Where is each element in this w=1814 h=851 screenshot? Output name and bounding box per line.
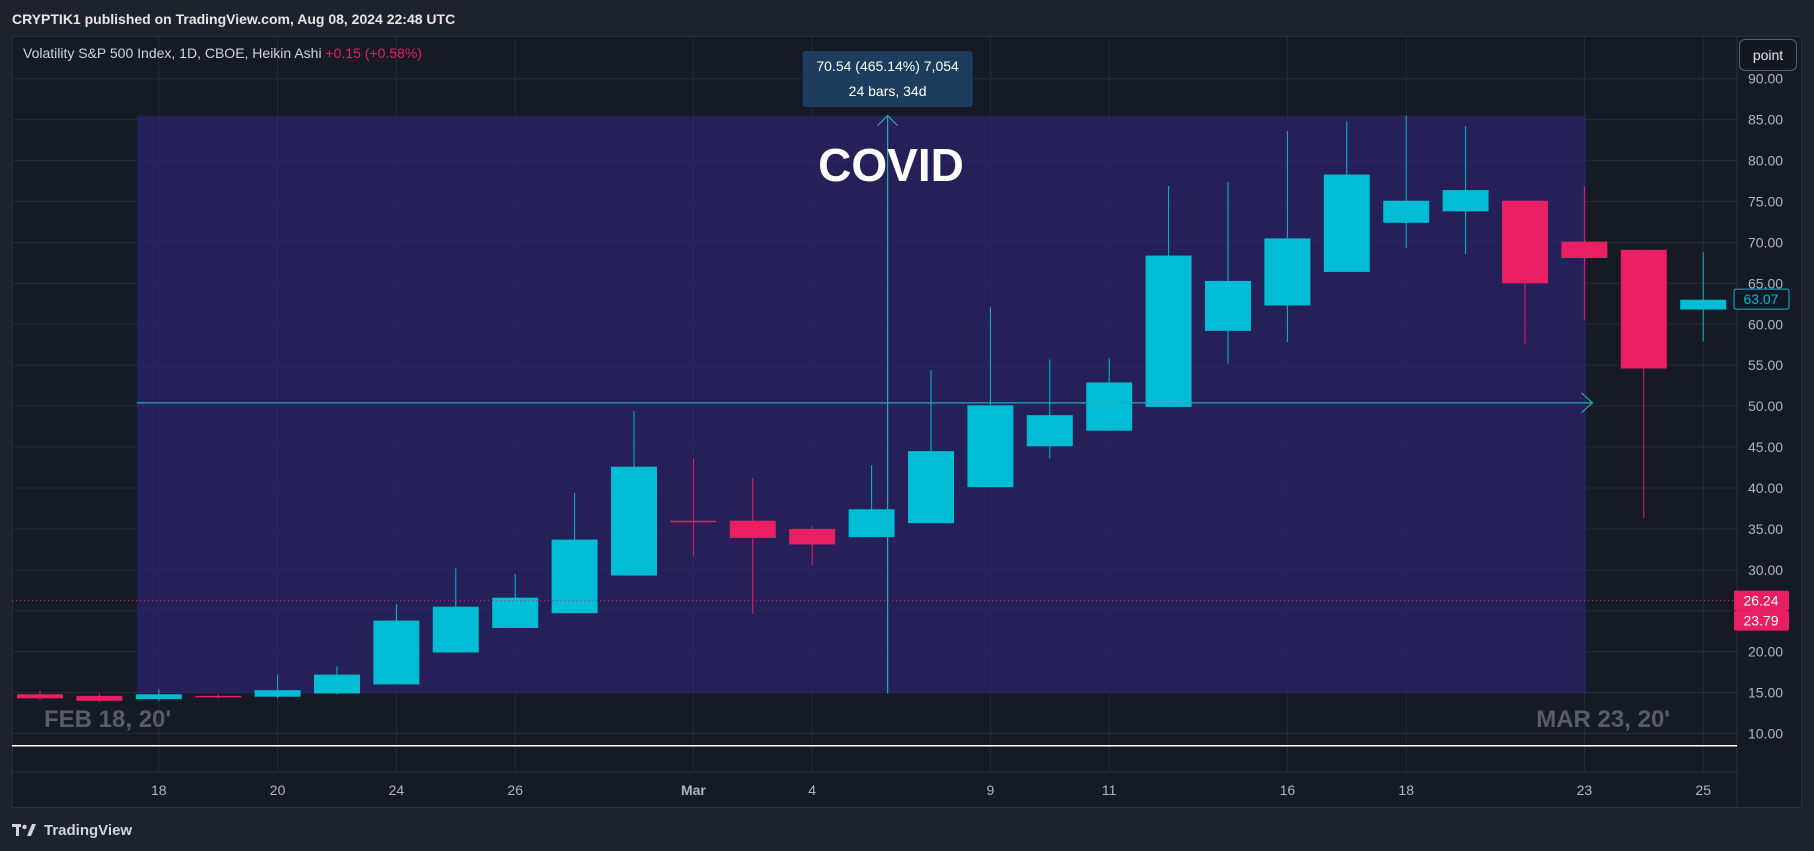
symbol-change: +0.15 (+0.58%)	[325, 45, 422, 61]
candle-body	[967, 405, 1014, 488]
publish-header: CRYPTIK1 published on TradingView.com, A…	[0, 0, 1814, 36]
price-label-bg	[1734, 610, 1789, 631]
candle-body	[1620, 249, 1667, 369]
candles	[17, 115, 1727, 703]
candle-body	[314, 674, 360, 694]
candle-body	[492, 597, 539, 628]
candle-body	[908, 451, 954, 524]
end-date-label: MAR 23, 20'	[1536, 706, 1670, 733]
candle-body	[1561, 241, 1608, 258]
publish-info: CRYPTIK1 published on TradingView.com, A…	[12, 11, 456, 27]
measure-up-arrow	[877, 114, 899, 126]
candle-body	[17, 694, 63, 699]
candle-body	[670, 520, 717, 523]
y-tick-label: 50.00	[1748, 398, 1783, 414]
tradingview-logo-icon	[12, 824, 36, 836]
candle-body	[551, 539, 598, 614]
candle-body	[1205, 280, 1251, 331]
candle-body	[789, 528, 836, 545]
y-tick-label: 70.00	[1748, 234, 1783, 250]
y-tick-label: 60.00	[1748, 316, 1783, 332]
candle-body	[1383, 200, 1430, 223]
candle-body	[373, 620, 420, 685]
scale-mode-button[interactable]: point	[1739, 39, 1797, 71]
x-tick-label: 9	[987, 782, 995, 798]
price-label: 23.79	[1743, 613, 1778, 629]
y-tick-label: 15.00	[1748, 685, 1783, 701]
x-tick-label: 20	[270, 782, 286, 798]
y-tick-label: 90.00	[1748, 71, 1783, 87]
x-tick-label: 18	[1398, 782, 1414, 798]
candle-body	[254, 690, 301, 697]
y-tick-label: 35.00	[1748, 521, 1783, 537]
price-label-bg	[1734, 590, 1789, 611]
start-date-label: FEB 18, 20'	[44, 706, 171, 733]
candle-body	[1502, 200, 1548, 284]
candle-body	[135, 694, 182, 700]
y-tick-label: 65.00	[1748, 275, 1783, 291]
candle-body	[1145, 255, 1192, 407]
y-tick-label: 85.00	[1748, 112, 1783, 128]
symbol-legend: Volatility S&P 500 Index, 1D, CBOE, Heik…	[23, 45, 422, 61]
y-tick-label: 75.00	[1748, 194, 1783, 210]
axes: 90.00 85.00 80.00 75.00 70.00 65.00 60.00 55.00…	[12, 37, 1790, 808]
footer-brand: TradingView	[44, 821, 133, 839]
x-tick-label: Mar	[681, 782, 706, 798]
x-tick-label: 18	[151, 782, 167, 798]
y-tick-label: 30.00	[1748, 562, 1783, 578]
x-tick-label: 25	[1695, 782, 1711, 798]
candle-body	[848, 509, 895, 538]
candle-body	[195, 695, 242, 698]
covid-label: COVID	[818, 139, 964, 191]
candle-body	[76, 695, 123, 701]
measure-label-line2: 24 bars, 34d	[849, 83, 927, 99]
x-tick-label: 24	[389, 782, 405, 798]
candle-body	[1680, 299, 1727, 310]
candle-body	[1323, 174, 1370, 272]
candle-body	[1086, 382, 1133, 431]
y-tick-label: 10.00	[1748, 726, 1783, 742]
candle-body	[1442, 190, 1489, 212]
price-label: 26.24	[1743, 593, 1778, 609]
candle-body	[432, 606, 479, 653]
annotations: 70.54 (465.14%) 7,054 24 bars, 34d COVID FE…	[12, 45, 1737, 747]
tradingview-footer: TradingView	[12, 818, 132, 842]
x-tick-label: 11	[1102, 782, 1117, 798]
y-tick-label: 80.00	[1748, 153, 1783, 169]
price-label-bg	[1733, 288, 1790, 310]
symbol-title: Volatility S&P 500 Index, 1D, CBOE, Heik…	[23, 45, 325, 61]
measure-label-box	[802, 51, 973, 107]
x-tick-label: 4	[808, 782, 816, 798]
x-tick-label: 26	[507, 782, 523, 798]
measure-label-line1: 70.54 (465.14%) 7,054	[816, 58, 959, 74]
x-tick-label: 16	[1280, 782, 1296, 798]
y-tick-label: 40.00	[1748, 480, 1783, 496]
y-tick-label: 20.00	[1748, 644, 1783, 660]
measure-right-arrow	[1580, 392, 1594, 414]
candle-body	[611, 466, 657, 576]
candle-body	[729, 520, 776, 538]
x-tick-label: 23	[1577, 782, 1593, 798]
y-tick-label: 55.00	[1748, 357, 1783, 373]
candle-body	[1264, 238, 1311, 306]
y-tick-label: 45.00	[1748, 439, 1783, 455]
price-label: 63.07	[1743, 291, 1778, 307]
candle-body	[1026, 415, 1073, 447]
